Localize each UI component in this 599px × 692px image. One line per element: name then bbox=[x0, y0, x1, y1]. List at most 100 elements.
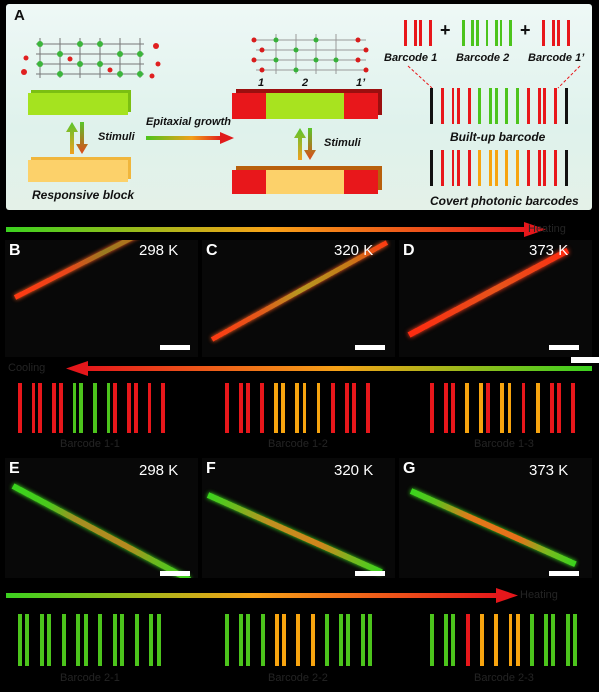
barcode-stripe bbox=[18, 383, 22, 433]
barcode-stripe bbox=[260, 614, 265, 666]
barcode-stripe bbox=[507, 383, 512, 433]
block-segment-red-left-b bbox=[232, 170, 266, 194]
heating-arrow-bottom bbox=[6, 588, 518, 603]
microwire-g bbox=[409, 488, 577, 567]
scale-bar-b bbox=[160, 345, 190, 350]
barcode-stripe bbox=[543, 88, 547, 124]
barcode-stripe bbox=[414, 20, 417, 46]
barcode-row2-2-label: Barcode 1-2 bbox=[268, 438, 328, 450]
scale-bar-g bbox=[549, 571, 579, 576]
barcode-stripe bbox=[505, 88, 509, 124]
barcode-stripe bbox=[494, 88, 498, 124]
barcode-stripe bbox=[537, 150, 541, 186]
barcode-stripe bbox=[565, 614, 570, 666]
barcode-row4-1 bbox=[18, 614, 164, 666]
micrograph-e: E 298 K bbox=[5, 458, 198, 578]
barcode-stripe bbox=[444, 383, 448, 433]
barcode-stripe bbox=[18, 614, 22, 666]
covert-barcode-graphic bbox=[430, 150, 570, 186]
heterostructure-block bbox=[232, 93, 378, 119]
segment-label-1: 1 bbox=[258, 77, 265, 89]
barcode-row2-1 bbox=[18, 383, 168, 433]
barcode-stripe bbox=[465, 383, 470, 433]
barcode-stripe bbox=[440, 88, 444, 124]
barcode-stripe bbox=[346, 614, 351, 666]
barcode-stripe bbox=[471, 20, 475, 46]
barcode-stripe bbox=[120, 614, 125, 666]
heating-arrow-top bbox=[6, 222, 546, 237]
green-responsive-block bbox=[28, 93, 128, 115]
built-up-barcode-label: Built-up barcode bbox=[450, 130, 546, 144]
panel-label-b: B bbox=[9, 242, 21, 259]
barcode-stripe bbox=[133, 383, 138, 433]
barcode-stripe bbox=[149, 614, 154, 666]
barcode-stripe bbox=[515, 614, 520, 666]
temperature-b: 298 K bbox=[139, 242, 179, 259]
barcode-stripe bbox=[556, 383, 561, 433]
barcode-stripe bbox=[462, 20, 465, 46]
barcode-stripe bbox=[430, 383, 434, 433]
microwire-f bbox=[206, 492, 383, 576]
barcode-stripe bbox=[564, 150, 568, 186]
barcode-stripe bbox=[31, 383, 36, 433]
barcode-stripe bbox=[553, 150, 557, 186]
barcode-stripe bbox=[296, 614, 301, 666]
barcode-stripe bbox=[489, 88, 493, 124]
barcode-stripe bbox=[479, 383, 484, 433]
panel-label-f: F bbox=[206, 460, 216, 477]
barcode-1prime-label: Barcode 1’ bbox=[528, 52, 585, 64]
cooling-text: Cooling bbox=[8, 362, 46, 374]
scale-bar-corner bbox=[571, 357, 599, 363]
plus-sign-1: + bbox=[440, 20, 451, 40]
heating-text-top: Heating bbox=[528, 223, 566, 235]
barcode-row2-3-label: Barcode 1-3 bbox=[474, 438, 534, 450]
micrograph-g: G 373 K bbox=[399, 458, 592, 578]
barcode-stripe bbox=[225, 614, 229, 666]
barcode-stripe bbox=[570, 383, 575, 433]
stimuli-arrows-icon-right bbox=[294, 128, 316, 160]
barcode-stripe bbox=[485, 20, 489, 46]
barcode-stripe bbox=[499, 20, 503, 46]
barcode-stripe bbox=[225, 383, 229, 433]
temperature-e: 298 K bbox=[139, 462, 179, 479]
barcode-stripe bbox=[467, 88, 471, 124]
barcode-stripe bbox=[325, 614, 329, 666]
barcode-stripe bbox=[134, 614, 139, 666]
barcode-stripe bbox=[58, 383, 63, 433]
barcode-stripe bbox=[537, 88, 541, 124]
barcode-stripe bbox=[39, 614, 44, 666]
temperature-c: 320 K bbox=[334, 242, 374, 259]
barcode-stripe bbox=[551, 614, 556, 666]
barcode-stripe bbox=[147, 383, 152, 433]
barcode-stripe bbox=[451, 88, 455, 124]
barcode-stripe bbox=[295, 383, 300, 433]
barcode-stripe bbox=[444, 614, 449, 666]
block-segment-yellow bbox=[266, 170, 344, 194]
barcode-stripe bbox=[456, 88, 460, 124]
barcode-stripe bbox=[47, 614, 52, 666]
barcode-row2-3 bbox=[430, 383, 578, 433]
barcode-stripe bbox=[330, 383, 335, 433]
dashed-guide-lines bbox=[407, 65, 581, 89]
barcode-stripe bbox=[467, 150, 471, 186]
barcode-stripe bbox=[535, 383, 540, 433]
barcode-stripe bbox=[281, 383, 286, 433]
barcode-row4-3-label: Barcode 2-3 bbox=[474, 672, 534, 684]
barcode-stripe bbox=[489, 150, 493, 186]
barcode-stripe bbox=[344, 383, 349, 433]
micrograph-f: F 320 K bbox=[202, 458, 395, 578]
barcode-stripe bbox=[76, 614, 81, 666]
stimuli-arrows-icon bbox=[66, 122, 88, 154]
temperature-f: 320 K bbox=[334, 462, 374, 479]
barcode-stripe bbox=[500, 383, 505, 433]
barcode-stripe bbox=[25, 614, 30, 666]
panel-label-a: A bbox=[14, 7, 25, 24]
barcode-stripe bbox=[430, 150, 433, 186]
barcode-stripe bbox=[275, 614, 279, 666]
barcode-stripe bbox=[52, 383, 56, 433]
barcode-stripe bbox=[544, 614, 549, 666]
temperature-d: 373 K bbox=[529, 242, 569, 259]
block-segment-red-left bbox=[232, 93, 266, 119]
barcode-stripe bbox=[302, 383, 307, 433]
barcode-stripe bbox=[526, 88, 530, 124]
